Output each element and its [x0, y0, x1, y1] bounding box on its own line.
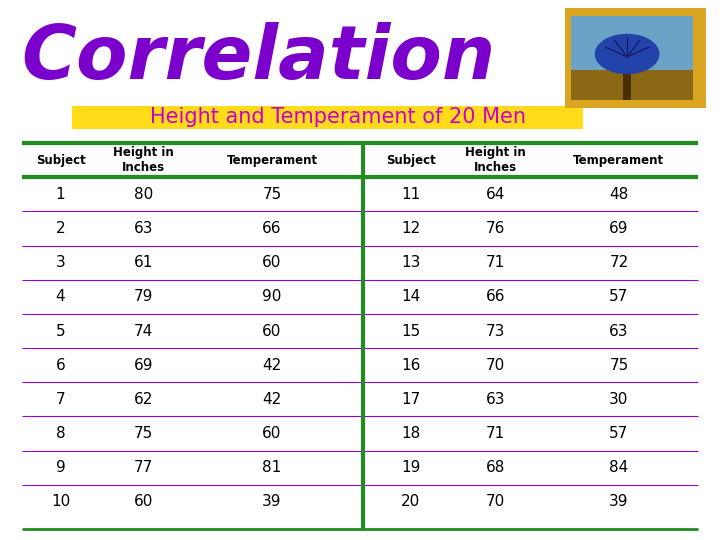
Text: 80: 80: [134, 187, 153, 202]
Text: 10: 10: [51, 494, 70, 509]
Text: Height and Temperament of 20 Men: Height and Temperament of 20 Men: [150, 107, 526, 127]
Text: 19: 19: [401, 460, 420, 475]
Text: 66: 66: [262, 221, 282, 236]
Text: 69: 69: [609, 221, 629, 236]
Bar: [571, 16, 693, 100]
Text: 63: 63: [485, 392, 505, 407]
Text: 68: 68: [486, 460, 505, 475]
Text: 61: 61: [134, 255, 153, 270]
Text: Height in
Inches: Height in Inches: [113, 146, 174, 174]
Text: Temperament: Temperament: [573, 154, 665, 167]
Text: 17: 17: [401, 392, 420, 407]
Text: Correlation: Correlation: [22, 22, 496, 94]
Text: 9: 9: [55, 460, 66, 475]
Text: 3: 3: [55, 255, 66, 270]
Text: 64: 64: [486, 187, 505, 202]
Text: 75: 75: [134, 426, 153, 441]
Bar: [565, 8, 706, 108]
Text: 70: 70: [486, 357, 505, 373]
Text: 42: 42: [262, 392, 282, 407]
Text: 16: 16: [401, 357, 420, 373]
Text: 90: 90: [262, 289, 282, 305]
Text: 84: 84: [609, 460, 629, 475]
Text: 12: 12: [401, 221, 420, 236]
Text: 20: 20: [401, 494, 420, 509]
Text: 7: 7: [55, 392, 66, 407]
Text: Subject: Subject: [386, 154, 436, 167]
Text: 14: 14: [401, 289, 420, 305]
Text: 77: 77: [134, 460, 153, 475]
Text: 8: 8: [55, 426, 66, 441]
Text: 66: 66: [485, 289, 505, 305]
Text: Subject: Subject: [36, 154, 86, 167]
Text: 18: 18: [401, 426, 420, 441]
Text: 30: 30: [609, 392, 629, 407]
Text: 60: 60: [262, 255, 282, 270]
Text: 69: 69: [134, 357, 153, 373]
Text: 60: 60: [134, 494, 153, 509]
Text: 4: 4: [55, 289, 66, 305]
Text: 6: 6: [55, 357, 66, 373]
Text: 2: 2: [55, 221, 66, 236]
Text: 39: 39: [262, 494, 282, 509]
Text: 60: 60: [262, 323, 282, 339]
Text: 74: 74: [134, 323, 153, 339]
Bar: [571, 70, 693, 100]
Text: 11: 11: [401, 187, 420, 202]
Text: 39: 39: [609, 494, 629, 509]
Text: Temperament: Temperament: [227, 154, 318, 167]
Text: 13: 13: [401, 255, 420, 270]
Text: 76: 76: [486, 221, 505, 236]
Text: 81: 81: [262, 460, 282, 475]
Text: 70: 70: [486, 494, 505, 509]
Text: 62: 62: [134, 392, 153, 407]
Text: 73: 73: [486, 323, 505, 339]
FancyBboxPatch shape: [72, 106, 583, 129]
Text: 48: 48: [609, 187, 629, 202]
Text: 57: 57: [609, 426, 629, 441]
Text: 79: 79: [134, 289, 153, 305]
Text: 75: 75: [609, 357, 629, 373]
Text: 72: 72: [609, 255, 629, 270]
Text: Height in
Inches: Height in Inches: [465, 146, 526, 174]
Text: 63: 63: [609, 323, 629, 339]
Text: 15: 15: [401, 323, 420, 339]
Ellipse shape: [595, 33, 660, 74]
Text: 60: 60: [262, 426, 282, 441]
Bar: [571, 16, 693, 73]
Text: 5: 5: [55, 323, 66, 339]
Text: 1: 1: [55, 187, 66, 202]
Text: 71: 71: [486, 426, 505, 441]
Text: 42: 42: [262, 357, 282, 373]
Text: 63: 63: [134, 221, 153, 236]
Bar: [623, 49, 631, 100]
Text: 71: 71: [486, 255, 505, 270]
Text: 57: 57: [609, 289, 629, 305]
Text: 75: 75: [262, 187, 282, 202]
